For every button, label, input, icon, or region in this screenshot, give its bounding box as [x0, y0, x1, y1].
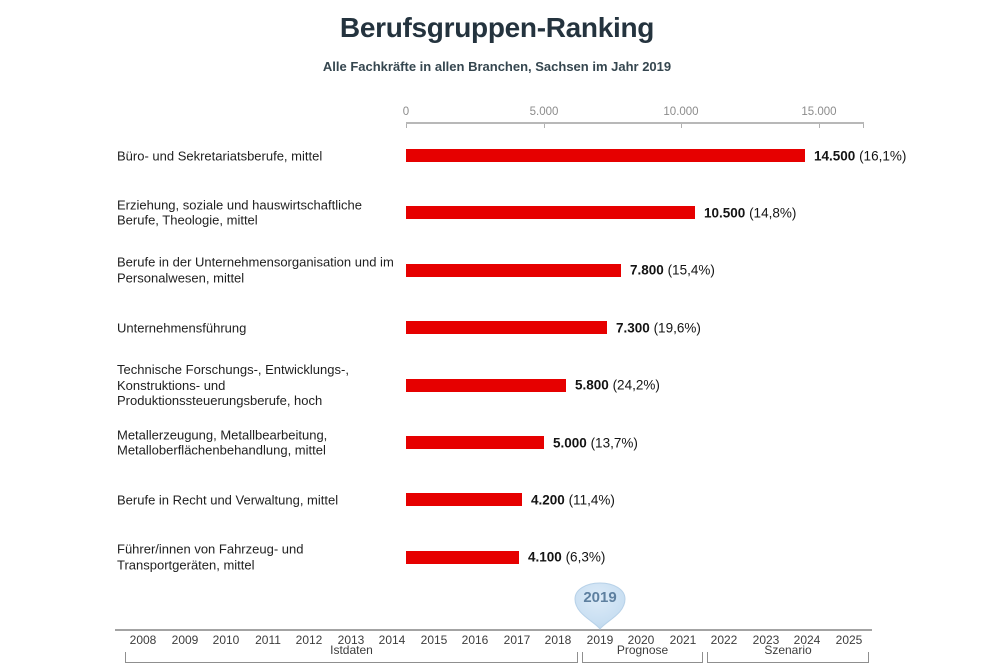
- bar-value-label: 5.800 (24,2%): [575, 378, 660, 393]
- bar-value-label: 7.800 (15,4%): [630, 263, 715, 278]
- bar-value-number: 14.500: [814, 148, 856, 163]
- timeline-segment-istdaten: Istdaten: [125, 643, 578, 663]
- bar-value-label: 4.200 (11,4%): [531, 492, 615, 507]
- timeline-year-2025[interactable]: 2025: [835, 633, 863, 647]
- bar[interactable]: [406, 493, 522, 506]
- timeline-year-2008[interactable]: 2008: [129, 633, 157, 647]
- bar-value-share: (19,6%): [653, 320, 701, 336]
- timeline-year-2020[interactable]: 2020: [627, 633, 655, 647]
- timeline-year-2019[interactable]: 2019: [586, 633, 614, 647]
- bar[interactable]: [406, 321, 607, 334]
- bar-value-share: (6,3%): [565, 549, 606, 565]
- bar-value-number: 4.100: [528, 549, 562, 565]
- chart-subtitle: Alle Fachkräfte in allen Branchen, Sachs…: [322, 59, 672, 74]
- bar[interactable]: [406, 551, 519, 564]
- bar-value-label: 7.300 (19,6%): [616, 320, 701, 335]
- bar-value-label: 10.500 (14,8%): [704, 205, 796, 220]
- bar-value-share: (14,8%): [749, 205, 797, 221]
- bar-value-label: 5.000 (13,7%): [553, 435, 638, 450]
- timeline-year-2013[interactable]: 2013: [337, 633, 365, 647]
- bar[interactable]: [406, 264, 621, 277]
- bar-value-number: 5.800: [575, 377, 609, 393]
- balloon-marker-icon: [574, 582, 626, 630]
- bar-value-label: 14.500 (16,1%): [814, 148, 906, 163]
- x-axis-tick-label: 0: [402, 106, 410, 118]
- bar[interactable]: [406, 206, 695, 219]
- bar-value-number: 10.500: [704, 205, 746, 221]
- timeline-marker-year-label: 2019: [583, 589, 617, 606]
- timeline-year-2009[interactable]: 2009: [171, 633, 199, 647]
- timeline-segment-prognose: Prognose: [582, 643, 703, 663]
- x-axis-tick: [544, 124, 545, 128]
- bar-category-label: Technische Forschungs-, Entwicklungs-, K…: [117, 361, 349, 408]
- timeline-year-2015[interactable]: 2015: [420, 633, 448, 647]
- timeline-year-2017[interactable]: 2017: [503, 633, 531, 647]
- bar-category-label: Berufe in Recht und Verwaltung, mittel: [117, 492, 339, 508]
- chart-title: Berufsgruppen-Ranking: [339, 12, 655, 43]
- bar-value-share: (16,1%): [859, 148, 907, 163]
- x-axis-tick: [863, 124, 864, 128]
- timeline-year-2024[interactable]: 2024: [793, 633, 821, 647]
- bar[interactable]: [406, 436, 544, 449]
- x-axis-line: [406, 122, 864, 124]
- timeline-segment-label: Prognose: [616, 643, 669, 657]
- bar[interactable]: [406, 149, 805, 162]
- timeline-year-2012[interactable]: 2012: [295, 633, 323, 647]
- bar-category-label: Erziehung, soziale und hauswirtschaftlic…: [117, 197, 362, 228]
- timeline-segment-label: Istdaten: [330, 643, 373, 657]
- timeline-year-2022[interactable]: 2022: [710, 633, 738, 647]
- bar[interactable]: [406, 379, 566, 392]
- bar-value-label: 4.100 (6,3%): [528, 550, 605, 565]
- timeline-year-2011[interactable]: 2011: [255, 633, 281, 647]
- bar-category-label: Führer/innen von Fahrzeug- und Transport…: [117, 541, 304, 573]
- timeline-segment-label: Szenario: [764, 643, 812, 657]
- x-axis-tick: [681, 124, 682, 128]
- x-axis-tick: [819, 124, 820, 128]
- timeline-year-2010[interactable]: 2010: [212, 633, 240, 647]
- bar-value-share: (15,4%): [667, 262, 715, 278]
- x-axis-tick-label: 15.000: [801, 106, 837, 118]
- timeline-year-2018[interactable]: 2018: [544, 633, 572, 647]
- timeline-year-2016[interactable]: 2016: [461, 633, 489, 647]
- timeline-year-2014[interactable]: 2014: [378, 633, 406, 647]
- timeline-axis-line: [115, 629, 872, 631]
- timeline-segment-szenario: Szenario: [707, 643, 869, 663]
- timeline-year-2021[interactable]: 2021: [669, 633, 697, 647]
- timeline-year-marker[interactable]: 2019: [572, 581, 628, 630]
- bar-category-label: Berufe in der Unternehmensorganisation u…: [117, 254, 394, 286]
- bar-category-label: Metallerzeugung, Metallbearbeitung, Meta…: [117, 427, 328, 458]
- x-axis-tick-label: 10.000: [663, 106, 699, 118]
- bar-category-label: Unternehmensführung: [117, 319, 247, 335]
- bar-value-number: 7.300: [616, 320, 650, 336]
- bar-value-share: (13,7%): [590, 435, 638, 450]
- bar-value-share: (11,4%): [568, 492, 615, 508]
- x-axis-tick: [406, 124, 407, 128]
- x-axis-tick-label: 5.000: [529, 106, 559, 118]
- bar-value-number: 7.800: [630, 262, 664, 278]
- bar-category-label: Büro- und Sekretariatsberufe, mittel: [117, 147, 323, 163]
- bar-value-number: 5.000: [553, 435, 587, 450]
- bar-value-number: 4.200: [531, 492, 565, 508]
- timeline-year-2023[interactable]: 2023: [752, 633, 780, 647]
- bar-value-share: (24,2%): [612, 377, 660, 393]
